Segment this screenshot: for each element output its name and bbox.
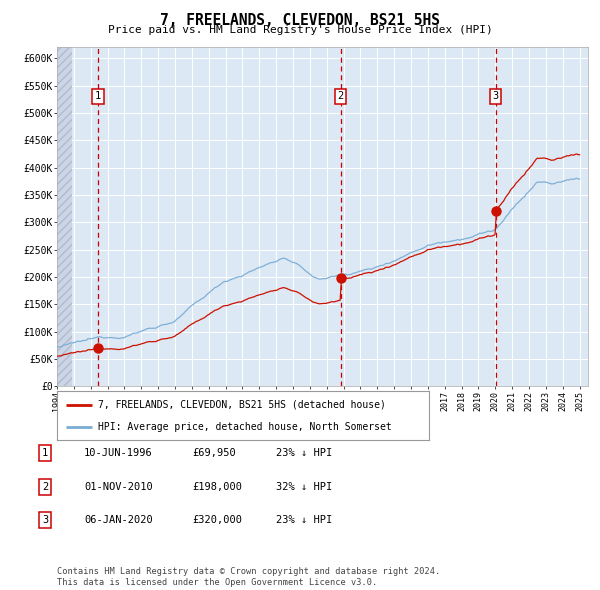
Text: 3: 3	[42, 516, 48, 525]
Text: 1: 1	[42, 448, 48, 458]
Text: 2: 2	[42, 482, 48, 491]
Text: 3: 3	[493, 91, 499, 101]
Text: 23% ↓ HPI: 23% ↓ HPI	[276, 448, 332, 458]
Polygon shape	[57, 47, 72, 386]
Text: 01-NOV-2010: 01-NOV-2010	[84, 482, 153, 491]
Text: 10-JUN-1996: 10-JUN-1996	[84, 448, 153, 458]
Text: 23% ↓ HPI: 23% ↓ HPI	[276, 516, 332, 525]
Text: 1: 1	[95, 91, 101, 101]
Text: Price paid vs. HM Land Registry's House Price Index (HPI): Price paid vs. HM Land Registry's House …	[107, 25, 493, 35]
Text: £320,000: £320,000	[192, 516, 242, 525]
Text: 06-JAN-2020: 06-JAN-2020	[84, 516, 153, 525]
Text: 32% ↓ HPI: 32% ↓ HPI	[276, 482, 332, 491]
Text: £198,000: £198,000	[192, 482, 242, 491]
Text: 7, FREELANDS, CLEVEDON, BS21 5HS: 7, FREELANDS, CLEVEDON, BS21 5HS	[160, 13, 440, 28]
Text: Contains HM Land Registry data © Crown copyright and database right 2024.: Contains HM Land Registry data © Crown c…	[57, 566, 440, 576]
Text: HPI: Average price, detached house, North Somerset: HPI: Average price, detached house, Nort…	[98, 422, 392, 432]
Text: This data is licensed under the Open Government Licence v3.0.: This data is licensed under the Open Gov…	[57, 578, 377, 587]
Text: £69,950: £69,950	[192, 448, 236, 458]
Text: 7, FREELANDS, CLEVEDON, BS21 5HS (detached house): 7, FREELANDS, CLEVEDON, BS21 5HS (detach…	[98, 399, 386, 409]
Text: 2: 2	[338, 91, 344, 101]
